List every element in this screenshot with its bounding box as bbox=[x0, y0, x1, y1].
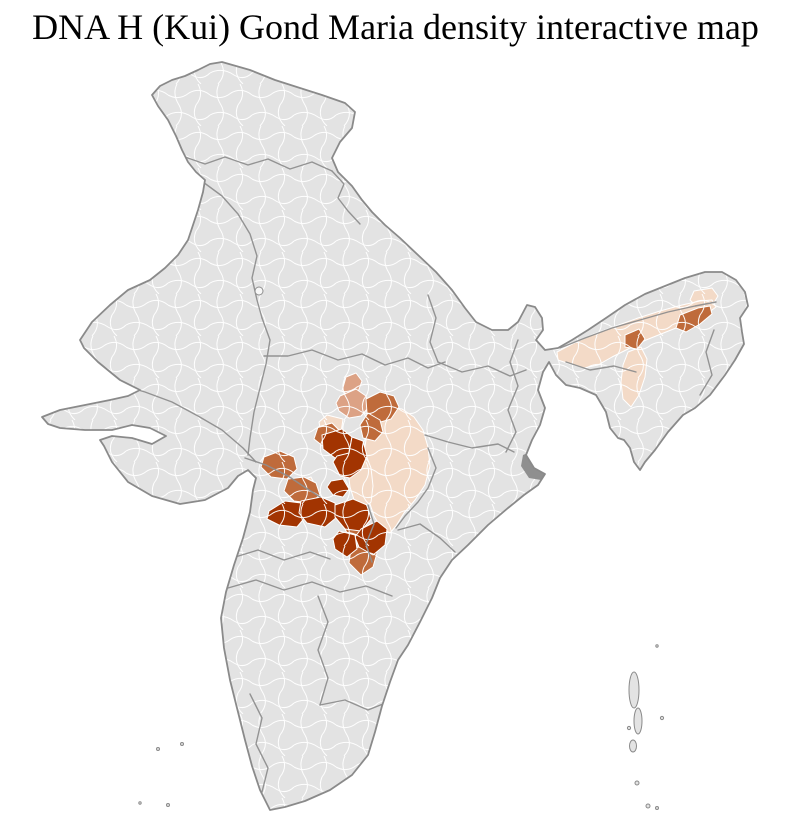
state-border bbox=[699, 329, 715, 396]
state-border bbox=[395, 447, 437, 529]
andaman-nicobar-islands[interactable] bbox=[626, 644, 665, 810]
state-border bbox=[397, 523, 456, 553]
state-border bbox=[184, 156, 333, 172]
state-border bbox=[249, 693, 269, 793]
state-border bbox=[227, 579, 393, 597]
state-border bbox=[319, 699, 389, 711]
state-border bbox=[331, 170, 361, 225]
lakshadweep-islands[interactable] bbox=[138, 742, 184, 807]
delhi-enclave[interactable] bbox=[254, 286, 264, 296]
state-border bbox=[365, 504, 375, 563]
state-border bbox=[202, 181, 263, 319]
state-border bbox=[437, 361, 527, 377]
state-border bbox=[565, 361, 637, 373]
state-borders-layer bbox=[117, 156, 717, 793]
page-title: DNA H (Kui) Gond Maria density interacti… bbox=[32, 7, 759, 47]
state-border bbox=[427, 294, 439, 363]
state-border bbox=[244, 457, 321, 498]
state-border bbox=[247, 317, 271, 456]
state-border bbox=[559, 301, 717, 349]
state-border bbox=[424, 434, 515, 453]
state-border bbox=[505, 339, 519, 453]
state-border bbox=[317, 595, 329, 706]
state-border bbox=[263, 349, 446, 369]
state-border bbox=[231, 549, 331, 561]
state-border bbox=[117, 383, 257, 463]
district-borders-texture bbox=[42, 62, 748, 810]
